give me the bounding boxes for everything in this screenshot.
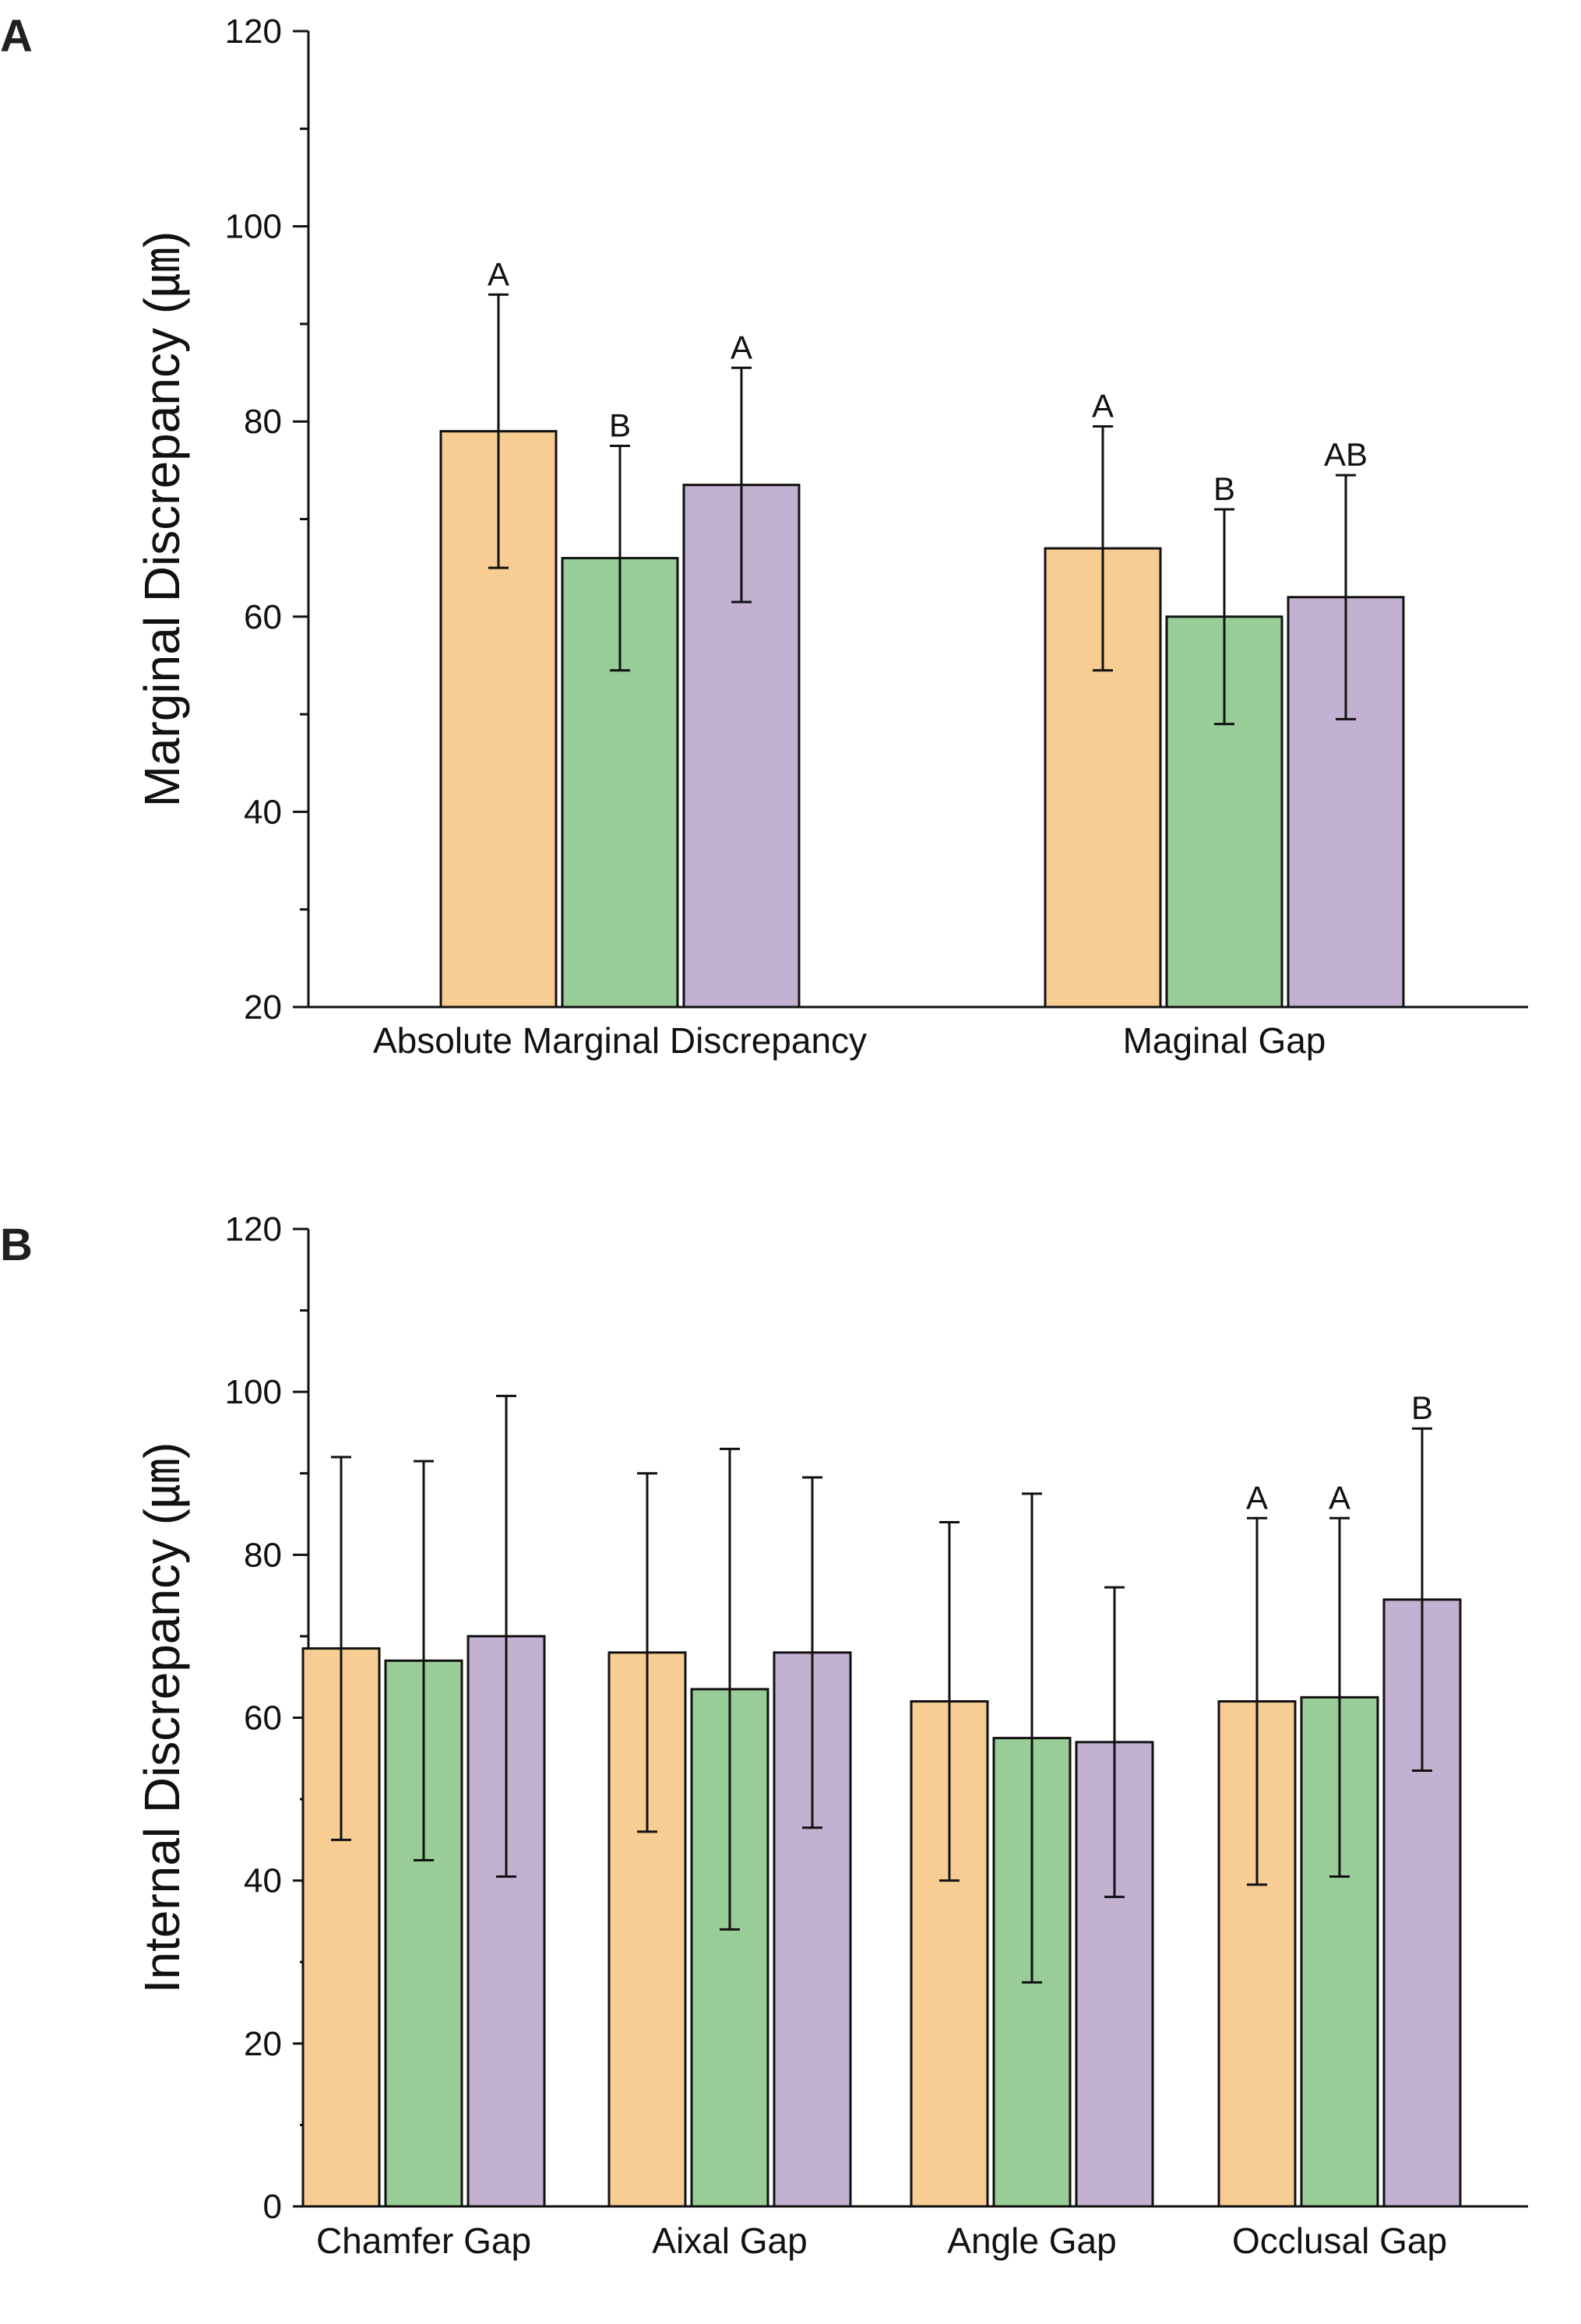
- y-tick-label: 120: [225, 1210, 282, 1248]
- y-tick-label: 60: [244, 1699, 282, 1738]
- y-tick-label: 80: [244, 403, 282, 441]
- y-axis-title: Marginal Discrepancy (㎛): [134, 231, 191, 808]
- category-label: Absolute Marginal Discrepancy: [373, 1020, 867, 1061]
- y-tick-label: 120: [225, 12, 282, 51]
- category-label: Aixal Gap: [652, 2220, 807, 2261]
- y-tick-label: 20: [244, 2025, 282, 2063]
- significance-label: A: [488, 255, 509, 292]
- chart-b-plot: 0 20 40 60 80 100 120 Internal Discrepancy (㎛) C…: [134, 1210, 1528, 2261]
- category-label: Chamfer Gap: [316, 2220, 531, 2261]
- y-axis-title: Internal Discrepancy (㎛): [134, 1442, 191, 1994]
- significance-label: B: [1411, 1389, 1433, 1426]
- panel-label-b: B: [0, 1220, 33, 1270]
- y-tick-label: 60: [244, 598, 282, 636]
- y-tick-label: 20: [244, 988, 282, 1026]
- category-label: Maginal Gap: [1123, 1020, 1326, 1061]
- category-label: Occlusal Gap: [1232, 2220, 1447, 2261]
- significance-label: A: [1329, 1479, 1350, 1516]
- y-tick-label: 80: [244, 1536, 282, 1574]
- significance-label: AB: [1324, 436, 1368, 473]
- y-tick-label: 0: [263, 2188, 282, 2226]
- significance-label: A: [731, 329, 752, 365]
- chart-a-plot: 20 40 60 80 100 120 Marginal Discrepancy (㎛) Ab…: [134, 12, 1528, 1061]
- significance-label: B: [1213, 470, 1235, 507]
- y-tick-label: 40: [244, 793, 282, 831]
- y-tick-label: 40: [244, 1862, 282, 1900]
- y-tick-label: 100: [225, 1373, 282, 1411]
- y-tick-label: 100: [225, 208, 282, 246]
- significance-label: A: [1246, 1479, 1268, 1516]
- category-label: Angle Gap: [947, 2220, 1116, 2261]
- significance-label: B: [609, 407, 631, 444]
- significance-label: A: [1092, 387, 1114, 424]
- panel-label-a: A: [0, 11, 33, 62]
